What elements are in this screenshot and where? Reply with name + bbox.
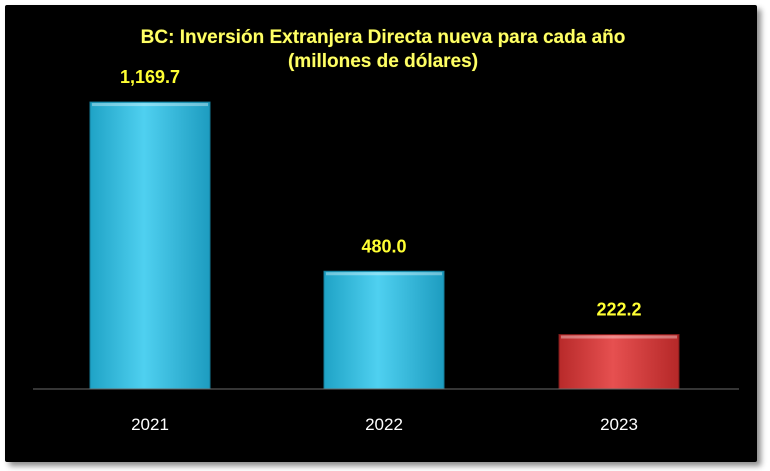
bars-group	[89, 101, 680, 390]
bar-highlight-2022	[326, 272, 442, 276]
data-label-2021: 1,169.7	[120, 67, 180, 87]
x-tick-label-2023: 2023	[600, 415, 638, 434]
x-tick-label-2021: 2021	[131, 415, 169, 434]
bar-2021	[89, 101, 211, 390]
chart-title: BC: Inversión Extranjera Directa nueva p…	[141, 27, 626, 48]
bar-chart: BC: Inversión Extranjera Directa nueva p…	[33, 27, 739, 434]
chart-subtitle: (millones de dólares)	[288, 51, 478, 72]
data-label-2022: 480.0	[361, 236, 406, 256]
chart-frame: BC: Inversión Extranjera Directa nueva p…	[5, 5, 757, 462]
labels-group: 1,169.7 2021 480.0 2022 222.2 2023	[120, 67, 642, 434]
bar-highlight-2021	[92, 103, 208, 107]
x-tick-label-2022: 2022	[365, 415, 403, 434]
data-label-2023: 222.2	[596, 299, 641, 319]
bar-highlight-2023	[561, 335, 677, 339]
bar-2022	[323, 270, 445, 390]
bar-2023	[558, 333, 680, 390]
